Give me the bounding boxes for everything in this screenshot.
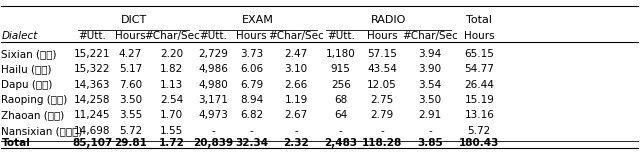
Text: 3.50: 3.50 <box>419 95 442 105</box>
Text: 2.20: 2.20 <box>160 49 184 59</box>
Text: #Char/Sec: #Char/Sec <box>402 31 458 41</box>
Text: #Char/Sec: #Char/Sec <box>144 31 200 41</box>
Text: EXAM: EXAM <box>242 15 274 25</box>
Text: 12.05: 12.05 <box>367 80 397 90</box>
Text: 6.06: 6.06 <box>240 64 263 74</box>
Text: 3.54: 3.54 <box>419 80 442 90</box>
Text: 4,980: 4,980 <box>198 80 228 90</box>
Text: #Char/Sec: #Char/Sec <box>268 31 324 41</box>
Text: 4.27: 4.27 <box>119 49 142 59</box>
Text: -: - <box>428 126 432 136</box>
Text: 3.50: 3.50 <box>119 95 142 105</box>
Text: 5.17: 5.17 <box>119 64 142 74</box>
Text: 2.47: 2.47 <box>284 49 308 59</box>
Text: 1.55: 1.55 <box>160 126 184 136</box>
Text: Sixian (四繣): Sixian (四繣) <box>1 49 57 59</box>
Text: 2.91: 2.91 <box>419 110 442 120</box>
Text: 2.32: 2.32 <box>284 138 309 148</box>
Text: 32.34: 32.34 <box>235 138 268 148</box>
Text: Hours: Hours <box>464 31 495 41</box>
Text: 14,258: 14,258 <box>74 95 111 105</box>
Text: 20,839: 20,839 <box>193 138 234 148</box>
Text: 68: 68 <box>334 95 348 105</box>
Text: 14,363: 14,363 <box>74 80 111 90</box>
Text: 3.55: 3.55 <box>119 110 142 120</box>
Text: -: - <box>294 126 298 136</box>
Text: 4,973: 4,973 <box>198 110 228 120</box>
Text: DICT: DICT <box>120 15 147 25</box>
Text: 915: 915 <box>331 64 351 74</box>
Text: 1.70: 1.70 <box>160 110 184 120</box>
Text: 8.94: 8.94 <box>240 95 263 105</box>
Text: 65.15: 65.15 <box>465 49 494 59</box>
Text: 2.66: 2.66 <box>284 80 308 90</box>
Text: RADIO: RADIO <box>371 15 406 25</box>
Text: Hours: Hours <box>115 31 146 41</box>
Text: 256: 256 <box>331 80 351 90</box>
Text: 1.13: 1.13 <box>160 80 184 90</box>
Text: 3,171: 3,171 <box>198 95 228 105</box>
Text: Raoping (饶平): Raoping (饶平) <box>1 95 68 105</box>
Text: 14,698: 14,698 <box>74 126 111 136</box>
Text: Total: Total <box>1 138 30 148</box>
Text: 3.85: 3.85 <box>417 138 443 148</box>
Text: 118.28: 118.28 <box>362 138 403 148</box>
Text: -: - <box>380 126 384 136</box>
Text: 3.90: 3.90 <box>419 64 442 74</box>
Text: 15,221: 15,221 <box>74 49 111 59</box>
Text: 15,322: 15,322 <box>74 64 111 74</box>
Text: 3.73: 3.73 <box>240 49 263 59</box>
Text: 7.60: 7.60 <box>119 80 142 90</box>
Text: Total: Total <box>467 15 492 25</box>
Text: 2.79: 2.79 <box>371 110 394 120</box>
Text: 3.94: 3.94 <box>419 49 442 59</box>
Text: 180.43: 180.43 <box>459 138 499 148</box>
Text: 43.54: 43.54 <box>367 64 397 74</box>
Text: 1.82: 1.82 <box>160 64 184 74</box>
Text: 5.72: 5.72 <box>468 126 491 136</box>
Text: 2.54: 2.54 <box>160 95 184 105</box>
Text: 57.15: 57.15 <box>367 49 397 59</box>
Text: 5.72: 5.72 <box>119 126 142 136</box>
Text: Dialect: Dialect <box>1 31 38 41</box>
Text: 2.67: 2.67 <box>284 110 308 120</box>
Text: 2,729: 2,729 <box>198 49 228 59</box>
Text: 13.16: 13.16 <box>465 110 494 120</box>
Text: -: - <box>211 126 215 136</box>
Text: 4,986: 4,986 <box>198 64 228 74</box>
Text: 1.72: 1.72 <box>159 138 185 148</box>
Text: Hailu (海陸): Hailu (海陸) <box>1 64 52 74</box>
Text: 15.19: 15.19 <box>465 95 494 105</box>
Text: Dapu (大埔): Dapu (大埔) <box>1 80 52 90</box>
Text: #Utt.: #Utt. <box>199 31 227 41</box>
Text: #Utt.: #Utt. <box>327 31 355 41</box>
Text: 29.81: 29.81 <box>114 138 147 148</box>
Text: 6.82: 6.82 <box>240 110 263 120</box>
Text: 3.10: 3.10 <box>285 64 308 74</box>
Text: 1,180: 1,180 <box>326 49 356 59</box>
Text: 54.77: 54.77 <box>465 64 494 74</box>
Text: 6.79: 6.79 <box>240 80 263 90</box>
Text: 64: 64 <box>334 110 348 120</box>
Text: Zhaoan (詔安): Zhaoan (詔安) <box>1 110 65 120</box>
Text: Hours: Hours <box>367 31 397 41</box>
Text: 85,107: 85,107 <box>72 138 113 148</box>
Text: 2.75: 2.75 <box>371 95 394 105</box>
Text: 1.19: 1.19 <box>284 95 308 105</box>
Text: -: - <box>339 126 342 136</box>
Text: Nansixian (南四繣): Nansixian (南四繣) <box>1 126 83 136</box>
Text: #Utt.: #Utt. <box>78 31 106 41</box>
Text: -: - <box>250 126 253 136</box>
Text: Hours: Hours <box>236 31 267 41</box>
Text: 26.44: 26.44 <box>465 80 494 90</box>
Text: 11,245: 11,245 <box>74 110 111 120</box>
Text: 2,483: 2,483 <box>324 138 357 148</box>
